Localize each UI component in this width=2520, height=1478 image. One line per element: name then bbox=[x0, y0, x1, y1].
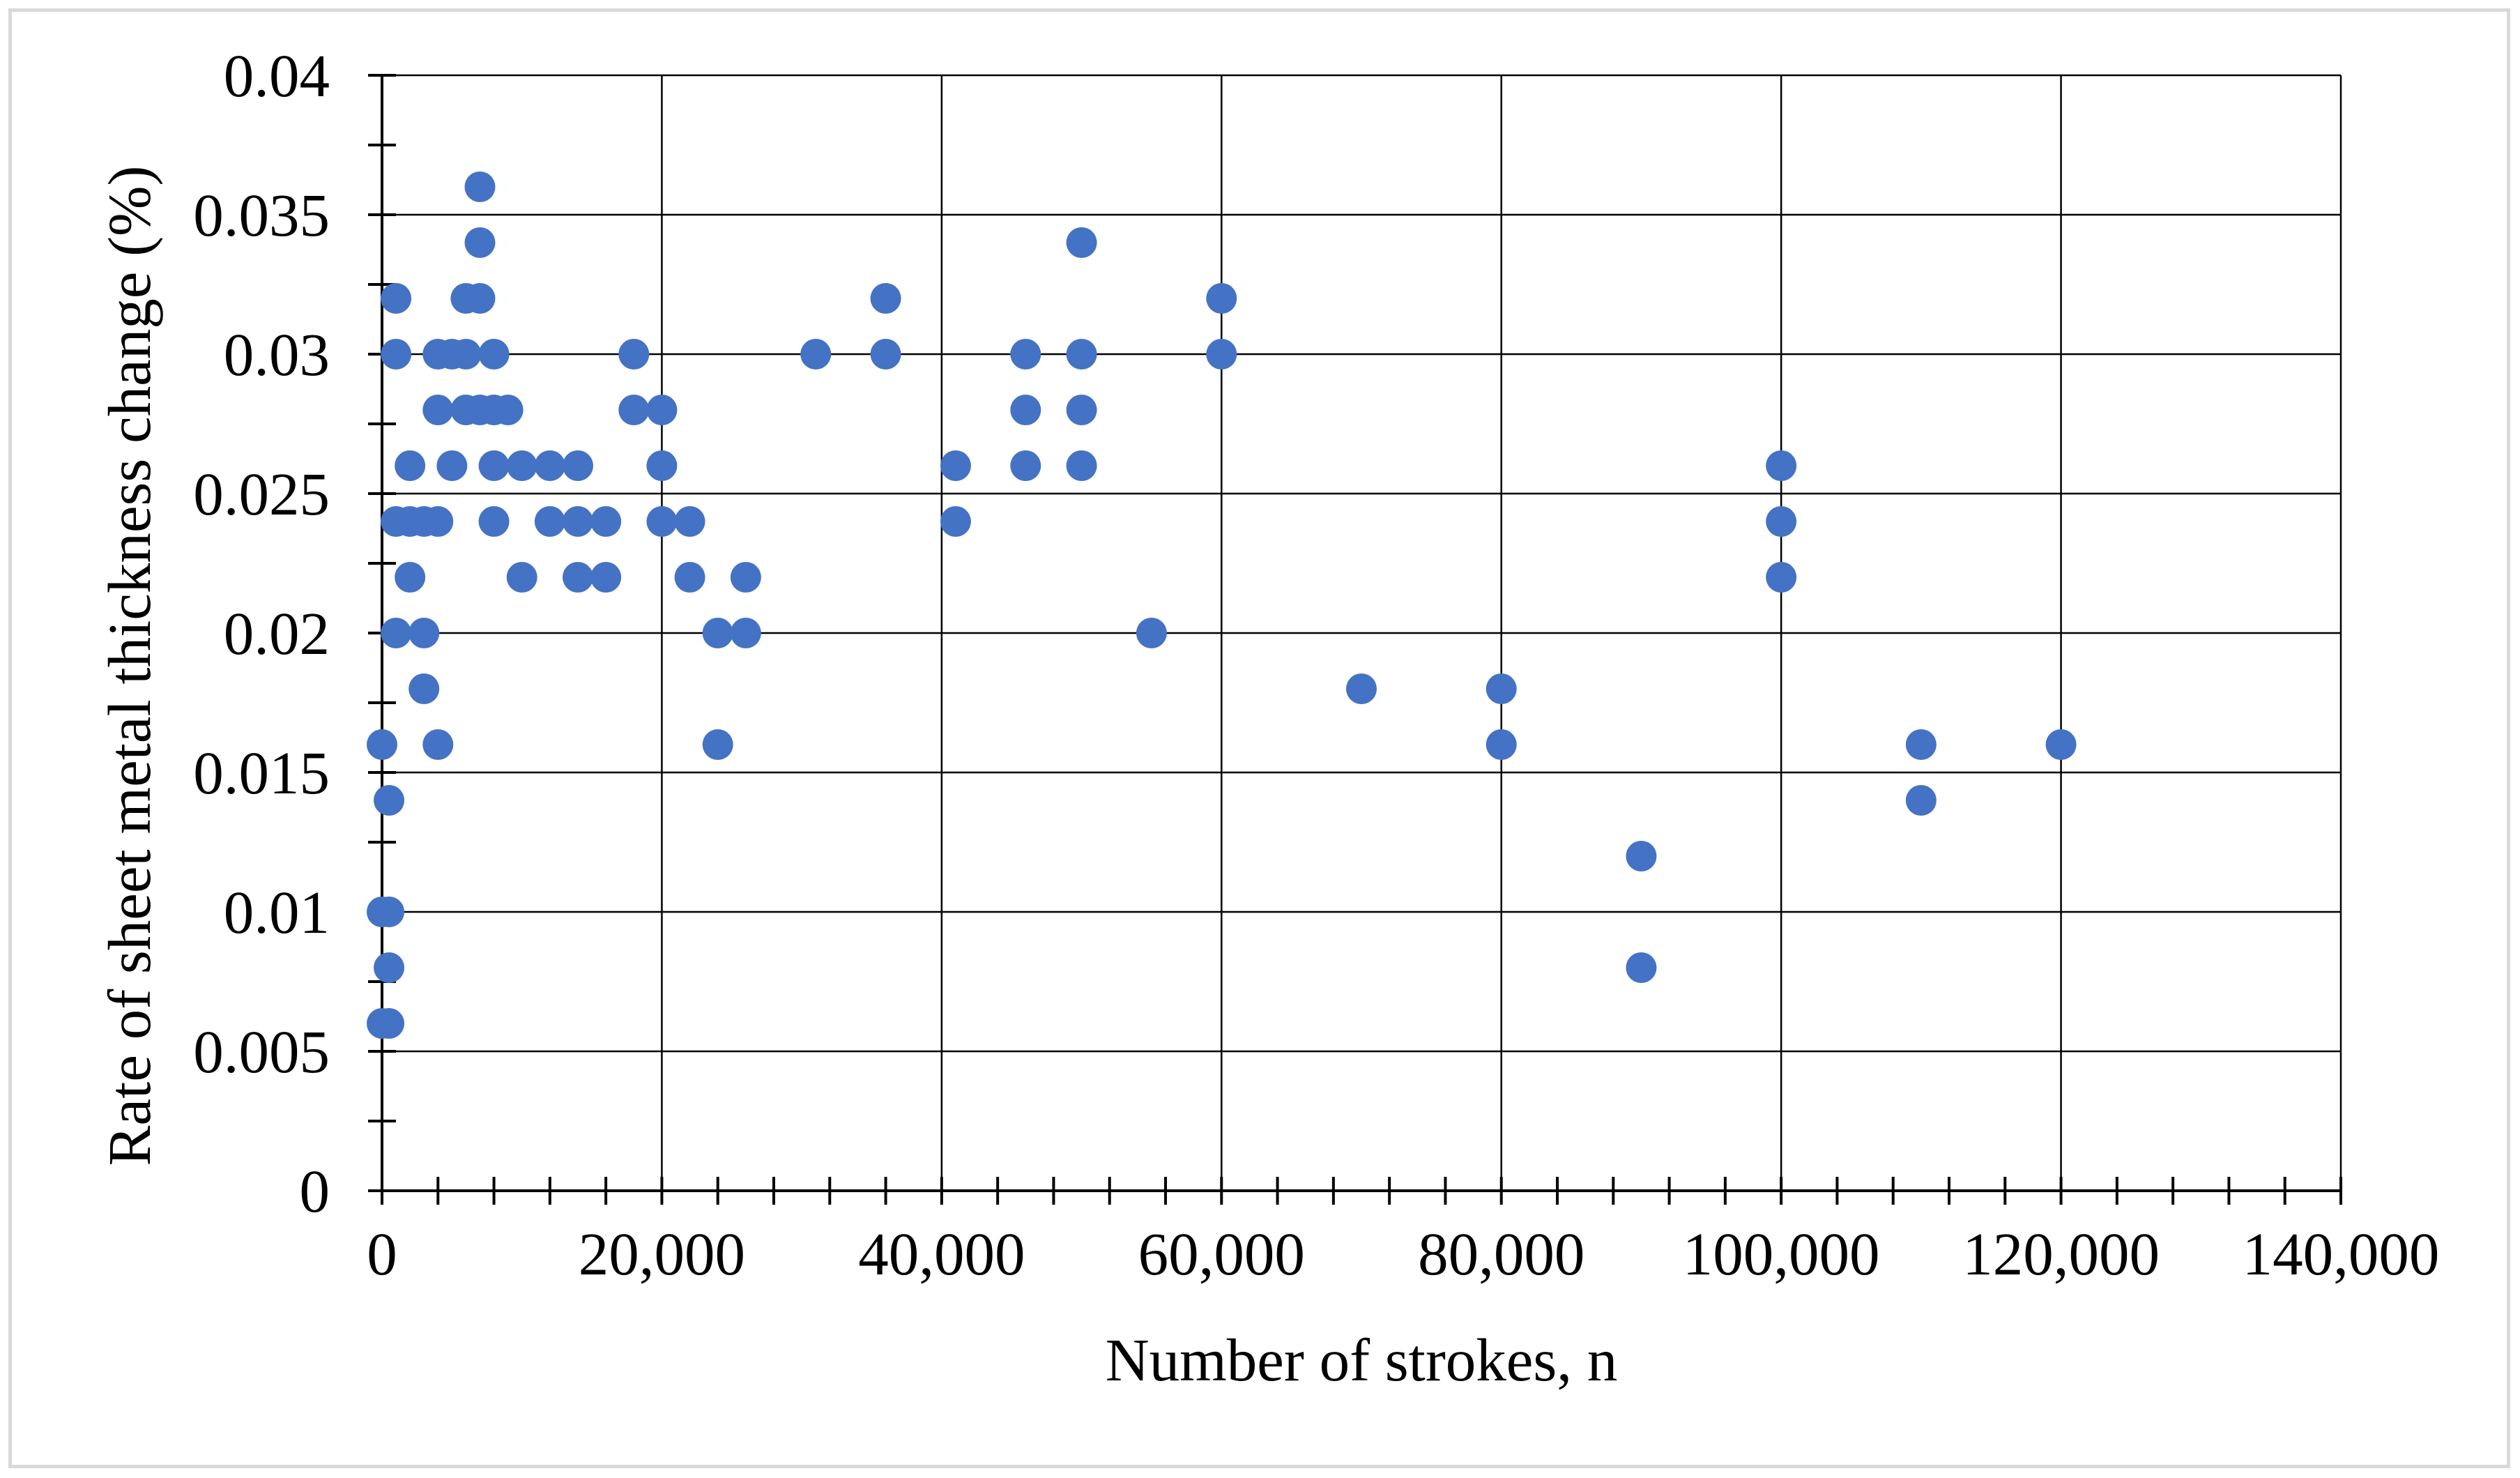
data-points bbox=[367, 172, 2077, 1039]
data-point bbox=[374, 785, 405, 816]
x-tick-label: 60,000 bbox=[1138, 1220, 1305, 1288]
y-tick-label: 0.005 bbox=[193, 1018, 330, 1085]
data-point bbox=[478, 339, 510, 370]
data-point bbox=[408, 618, 440, 648]
data-point bbox=[563, 562, 593, 593]
data-point bbox=[1486, 673, 1517, 704]
data-point bbox=[646, 395, 678, 425]
data-point bbox=[422, 729, 454, 760]
data-point bbox=[870, 339, 901, 370]
x-tick-label: 80,000 bbox=[1418, 1220, 1584, 1288]
data-point bbox=[422, 395, 454, 425]
data-point bbox=[464, 283, 496, 314]
data-point bbox=[618, 395, 650, 425]
data-point bbox=[646, 506, 678, 537]
data-point bbox=[618, 339, 650, 370]
data-point bbox=[563, 506, 593, 537]
data-point bbox=[436, 450, 468, 481]
data-point bbox=[534, 450, 565, 481]
data-point bbox=[1010, 339, 1041, 370]
y-tick-label: 0.03 bbox=[224, 321, 330, 388]
data-point bbox=[1905, 729, 1937, 760]
data-point bbox=[674, 562, 705, 593]
data-point bbox=[1206, 283, 1237, 314]
data-point bbox=[2045, 729, 2077, 760]
data-point bbox=[395, 562, 426, 593]
data-point bbox=[674, 506, 705, 537]
data-point bbox=[534, 506, 565, 537]
data-point bbox=[1066, 339, 1097, 370]
tick-labels: 0 0.005 0.01 0.015 0.02 0.025 0.03 0.035 0.04 0 20… bbox=[193, 42, 2439, 1288]
data-point bbox=[506, 562, 537, 593]
data-point bbox=[367, 729, 397, 760]
data-point bbox=[381, 339, 412, 370]
data-point bbox=[1066, 227, 1097, 258]
data-point bbox=[478, 506, 510, 537]
y-tick-label: 0.025 bbox=[193, 460, 330, 528]
data-point bbox=[408, 673, 440, 704]
x-tick-label: 0 bbox=[367, 1220, 397, 1288]
x-tick-label: 140,000 bbox=[2243, 1220, 2440, 1288]
data-point bbox=[702, 729, 733, 760]
data-point bbox=[464, 227, 496, 258]
data-point bbox=[506, 450, 537, 481]
data-point bbox=[1766, 450, 1797, 481]
y-tick-label: 0.02 bbox=[224, 600, 330, 667]
data-point bbox=[381, 618, 412, 648]
x-tick-label: 120,000 bbox=[1962, 1220, 2160, 1288]
data-point bbox=[381, 283, 412, 314]
data-point bbox=[1905, 785, 1937, 816]
data-point bbox=[1626, 841, 1657, 871]
data-point bbox=[1486, 729, 1517, 760]
data-point bbox=[590, 562, 622, 593]
data-point bbox=[940, 506, 971, 537]
data-point bbox=[1766, 506, 1797, 537]
x-tick-label: 100,000 bbox=[1683, 1220, 1880, 1288]
data-point bbox=[940, 450, 971, 481]
y-tick-label: 0.01 bbox=[224, 878, 330, 946]
data-point bbox=[730, 618, 761, 648]
data-point bbox=[1136, 618, 1167, 648]
y-tick-label: 0.035 bbox=[193, 181, 330, 249]
data-point bbox=[590, 506, 622, 537]
gridlines bbox=[382, 74, 2342, 1191]
data-point bbox=[422, 506, 454, 537]
y-tick-label: 0 bbox=[300, 1157, 330, 1225]
data-point bbox=[730, 562, 761, 593]
data-point bbox=[450, 339, 482, 370]
data-point bbox=[870, 283, 901, 314]
data-point bbox=[478, 450, 510, 481]
x-axis-title: Number of strokes, n bbox=[1106, 1326, 1618, 1394]
data-point bbox=[1066, 450, 1097, 481]
data-point bbox=[374, 952, 405, 983]
data-point bbox=[702, 618, 733, 648]
data-point bbox=[800, 339, 832, 370]
y-tick-label: 0.015 bbox=[193, 739, 330, 807]
data-point bbox=[1010, 450, 1041, 481]
axes bbox=[368, 74, 2342, 1205]
data-point bbox=[1346, 673, 1377, 704]
data-point bbox=[1206, 339, 1237, 370]
data-point bbox=[1626, 952, 1657, 983]
data-point bbox=[1766, 562, 1797, 593]
data-point bbox=[646, 450, 678, 481]
x-tick-label: 40,000 bbox=[858, 1220, 1025, 1288]
data-point bbox=[374, 1008, 405, 1039]
data-point bbox=[464, 172, 496, 202]
data-point bbox=[395, 450, 426, 481]
data-point bbox=[492, 395, 524, 425]
data-point bbox=[563, 450, 593, 481]
data-point bbox=[1066, 395, 1097, 425]
y-tick-label: 0.04 bbox=[224, 42, 330, 109]
data-point bbox=[1010, 395, 1041, 425]
x-tick-label: 20,000 bbox=[579, 1220, 745, 1288]
y-axis-title: Rate of sheet metal thickness change (%) bbox=[96, 166, 163, 1166]
data-point bbox=[374, 897, 405, 927]
